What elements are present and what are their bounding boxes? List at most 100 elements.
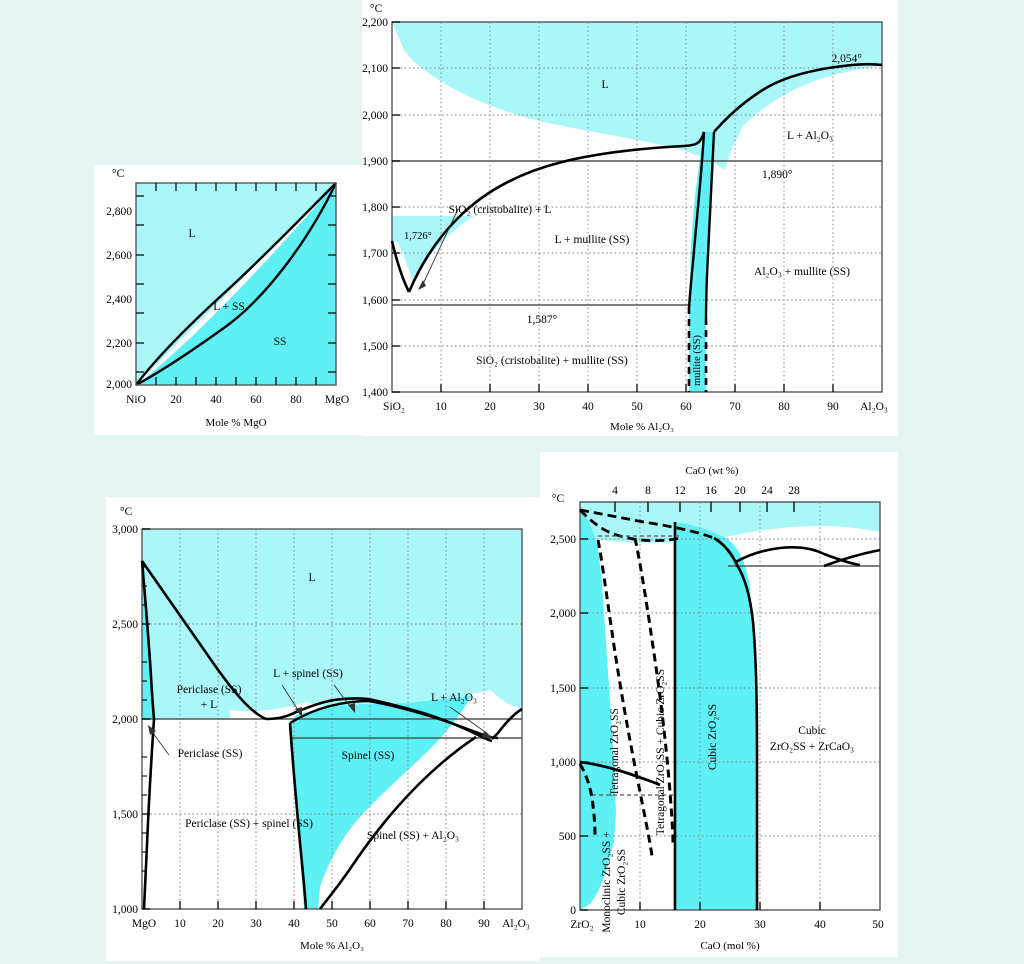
spinel-solidus-right — [367, 699, 499, 740]
leader-cristobalite — [423, 208, 459, 283]
region-label-cristobalite-mullite: SiO₂ (cristobalite) + mullite (SS) — [476, 355, 628, 367]
region-liquid-fill — [392, 22, 882, 170]
x-tick-label: 30 — [533, 401, 545, 413]
region-label-tetragonal: Tetragonal ZrO₂SS — [609, 708, 621, 796]
monoclinic-boundary — [579, 760, 661, 787]
x-tick-label: 20 — [484, 401, 496, 413]
x-tick-label: 60 — [680, 401, 692, 413]
invariant-label-1726: 1,726° — [404, 231, 432, 242]
x-axis-title: Mole % Al₂O₃ — [300, 940, 364, 952]
x-tick-label: 80 — [440, 918, 452, 930]
y-tick-label: 1,900 — [362, 156, 388, 168]
spinel-solvus-right — [318, 735, 477, 910]
alumina-liquidus — [491, 707, 523, 740]
panel-mgo-al2o3: 1,000 1,500 2,000 2,500 3,000 °C MgO 10 … — [106, 497, 540, 961]
periclase-liquidus — [140, 560, 267, 721]
region-label-l-ss: L + SS — [213, 301, 245, 313]
chart-sio2-al2o3: 1,400 1,500 1,600 1,700 1,800 1,900 2,00… — [362, 3, 888, 433]
region-label-cubic: Cubic ZrO₂SS — [707, 704, 719, 770]
plot-frame — [579, 501, 881, 911]
y-tick-label: 1,000 — [550, 757, 576, 769]
x-tick-label-top: 28 — [788, 485, 800, 497]
y-tick-label: 2,200 — [362, 17, 388, 29]
y-tick-label: 2,500 — [550, 534, 576, 546]
region-label-periclase-l-line2: + L — [201, 699, 217, 711]
region-label-tet-cubic: Tetragonal ZrO₂SS + Cubic ZrO₂SS — [655, 669, 667, 835]
x-tick-label: 70 — [729, 401, 741, 413]
region-label-l: L — [601, 79, 608, 91]
invariant-label-1587: 1,587° — [527, 314, 558, 326]
mullite-right-solvus — [704, 131, 716, 319]
x-tick-label: 70 — [402, 918, 414, 930]
region-label-periclase-l-line1: Periclase (SS) — [177, 684, 242, 696]
y-tick-label: 1,600 — [362, 295, 388, 307]
y-tick-label: 3,000 — [112, 524, 138, 536]
invariant-label-1890: 1,890° — [762, 169, 793, 181]
x-tick-label: 80 — [290, 394, 302, 406]
x-axis-ticks — [440, 384, 834, 392]
y-tick-label: 2,600 — [106, 250, 132, 262]
x-tick-label: 90 — [478, 918, 490, 930]
y-axis-unit-label: °C — [552, 493, 565, 505]
x-tick-label: 10 — [174, 918, 186, 930]
region-label-l-alumina: L + Al₂O₃ — [787, 130, 833, 142]
region-label-l-mullite: L + mullite (SS) — [555, 234, 630, 246]
chart-mgo-al2o3: 1,000 1,500 2,000 2,500 3,000 °C MgO 10 … — [112, 506, 530, 952]
solidus-dashed-upper — [579, 509, 683, 543]
region-label-periclase-ss: Periclase (SS) — [178, 748, 243, 760]
panel-sio2-al2o3: 1,400 1,500 1,600 1,700 1,800 1,900 2,00… — [362, 0, 898, 436]
chart-nio-mgo: 2,000 2,200 2,400 2,600 2,800 °C NiO 20 … — [106, 168, 349, 429]
y-tick-label: 500 — [559, 831, 577, 843]
x-tick-label: 10 — [634, 919, 646, 931]
tet-cubic-right-dashed — [633, 537, 675, 845]
x-tick-label: 20 — [212, 918, 224, 930]
periclase-solidus — [140, 560, 156, 720]
y-tick-label: 0 — [570, 905, 576, 917]
arrow-periclase — [148, 725, 156, 735]
liquidus-right-branch — [735, 545, 861, 567]
x-tick-label: 50 — [872, 919, 884, 931]
periclase-solvus — [142, 718, 156, 910]
tet-cubic-left-dashed — [596, 539, 654, 857]
x-tick-label-top: 4 — [612, 485, 618, 497]
y-tick-label: 2,500 — [112, 619, 138, 631]
x-tick-label: 40 — [814, 919, 826, 931]
leader-periclase — [149, 728, 170, 756]
solidus-curve — [135, 182, 338, 387]
x-tick-label: 40 — [210, 394, 222, 406]
x-axis-title: Mole % MgO — [205, 417, 266, 429]
y-axis-unit-label: °C — [370, 3, 383, 15]
leader-l-spinel-left — [281, 684, 301, 714]
y-tick-label: 1,400 — [362, 387, 388, 399]
y-tick-label: 2,000 — [550, 608, 576, 620]
liquidus-solid-left — [713, 536, 739, 566]
region-spinel-ss-fill — [290, 695, 472, 909]
region-label-ss: SS — [274, 336, 287, 348]
region-label-l: L — [188, 228, 195, 240]
y-tick-label: 2,400 — [106, 294, 132, 306]
region-liquid-fill — [580, 502, 880, 543]
arrow-l-spinel-right — [348, 703, 355, 713]
x-tick-label: 30 — [754, 919, 766, 931]
liquidus-cristobalite-curve — [390, 240, 411, 293]
x-tick-label: SiO₂ — [383, 401, 405, 413]
x-tick-label-top: 24 — [761, 485, 773, 497]
x-axis-ticks-top — [614, 502, 795, 512]
y-tick-label: 1,500 — [362, 341, 388, 353]
x-tick-label: 90 — [827, 401, 839, 413]
panel-nio-mgo: 2,000 2,200 2,400 2,600 2,800 °C NiO 20 … — [94, 165, 362, 435]
y-tick-label: 2,200 — [106, 338, 132, 350]
region-label-spinel-alumina: Spinel (SS) + Al₂O₃ — [367, 830, 459, 842]
y-tick-label: 1,000 — [112, 904, 138, 916]
y-tick-label: 1,800 — [362, 202, 388, 214]
x-tick-label: 30 — [250, 918, 262, 930]
y-tick-label: 1,500 — [112, 809, 138, 821]
region-label-monoclinic-line2: Cubic ZrO₂SS — [616, 849, 628, 915]
x-axis-ticks — [155, 183, 317, 385]
x-tick-label: ZrO₂ — [570, 919, 593, 931]
region-label-cubic-zrcao3-line1: Cubic — [798, 725, 825, 737]
x-tick-label-top: 20 — [734, 485, 746, 497]
leader-l-alumina — [449, 706, 489, 735]
spinel-solvus-left — [288, 722, 308, 910]
y-tick-label: 2,100 — [362, 63, 388, 75]
